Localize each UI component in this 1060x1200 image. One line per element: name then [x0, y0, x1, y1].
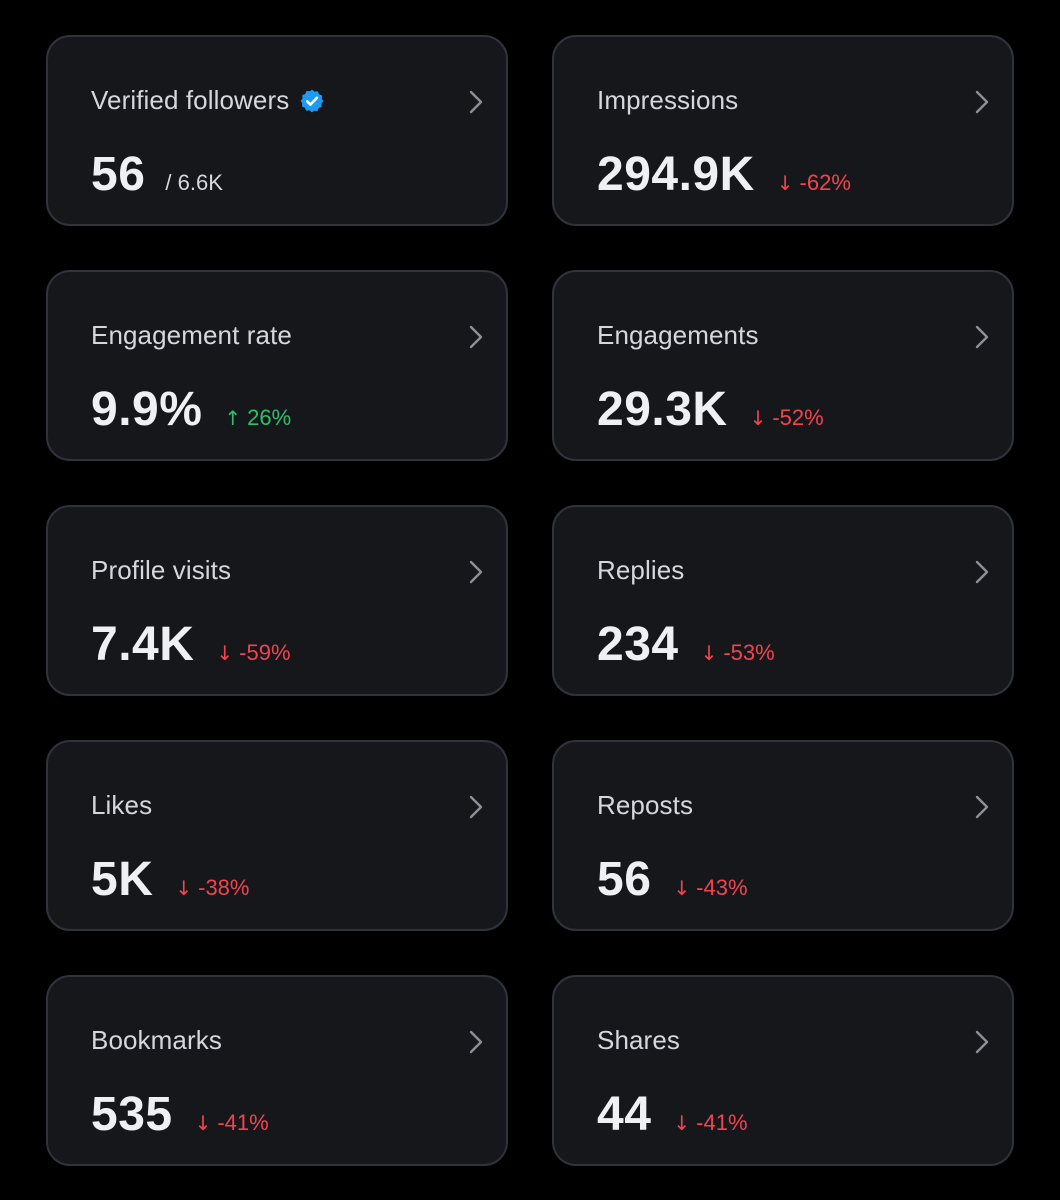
- card-label: Likes: [91, 790, 153, 820]
- card-value: 29.3K: [597, 383, 728, 436]
- value-row: 9.9% ↑ 26%: [91, 382, 291, 437]
- card-label: Profile visits: [91, 555, 232, 585]
- change-indicator: ↓ -38%: [175, 875, 249, 901]
- verified-badge-icon: [300, 89, 324, 112]
- chevron-right-icon: [975, 325, 989, 349]
- card-value: 56: [91, 148, 146, 201]
- change-indicator: ↓ -43%: [673, 875, 747, 901]
- chevron-right-icon: [469, 325, 483, 349]
- card-label: Impressions: [597, 85, 739, 115]
- arrow-down-icon: ↓: [216, 641, 234, 665]
- change-indicator: ↓ -62%: [777, 170, 851, 196]
- value-row: 234 ↓ -53%: [597, 617, 775, 672]
- change-indicator: ↓ -59%: [216, 640, 290, 666]
- card-verified-followers[interactable]: Verified followers 56 / 6.6K: [46, 35, 508, 226]
- card-value: 44: [597, 1088, 652, 1141]
- change-indicator: ↓ -53%: [701, 640, 775, 666]
- change-value: -38%: [198, 875, 250, 900]
- change-indicator: ↓ -41%: [673, 1110, 747, 1136]
- card-value: 535: [91, 1088, 173, 1141]
- card-label: Bookmarks: [91, 1025, 222, 1055]
- arrow-down-icon: ↓: [749, 406, 767, 430]
- arrow-down-icon: ↓: [175, 876, 193, 900]
- chevron-right-icon: [469, 1030, 483, 1054]
- card-label: Verified followers: [91, 85, 290, 115]
- change-indicator: ↑ 26%: [224, 405, 291, 431]
- card-label-wrap: Verified followers: [91, 85, 325, 116]
- chevron-right-icon: [975, 90, 989, 114]
- value-row: 56 / 6.6K: [91, 147, 223, 202]
- change-indicator: ↓ -41%: [195, 1110, 269, 1136]
- value-row: 5K ↓ -38%: [91, 852, 249, 907]
- chevron-right-icon: [469, 560, 483, 584]
- arrow-up-icon: ↑: [224, 406, 242, 430]
- card-profile-visits[interactable]: Profile visits 7.4K ↓ -59%: [46, 505, 508, 696]
- card-value: 234: [597, 618, 679, 671]
- arrow-down-icon: ↓: [194, 1111, 212, 1135]
- card-shares[interactable]: Shares 44 ↓ -41%: [552, 975, 1014, 1166]
- arrow-down-icon: ↓: [673, 876, 691, 900]
- card-reposts[interactable]: Reposts 56 ↓ -43%: [552, 740, 1014, 931]
- card-label: Reposts: [597, 790, 694, 820]
- chevron-right-icon: [975, 1030, 989, 1054]
- value-row: 535 ↓ -41%: [91, 1087, 269, 1142]
- change-value: -41%: [696, 1110, 748, 1135]
- card-likes[interactable]: Likes 5K ↓ -38%: [46, 740, 508, 931]
- card-value: 294.9K: [597, 148, 755, 201]
- chevron-right-icon: [975, 795, 989, 819]
- chevron-right-icon: [469, 795, 483, 819]
- card-label: Shares: [597, 1025, 680, 1055]
- value-row: 294.9K ↓ -62%: [597, 147, 851, 202]
- card-value: 7.4K: [91, 618, 195, 671]
- card-value: 5K: [91, 853, 154, 906]
- change-value: -53%: [723, 640, 775, 665]
- metrics-grid: Verified followers 56 / 6.6K Impressions…: [46, 35, 1014, 1166]
- card-value: 9.9%: [91, 383, 203, 436]
- card-label: Replies: [597, 555, 685, 585]
- card-label: Engagements: [597, 320, 759, 350]
- card-bookmarks[interactable]: Bookmarks 535 ↓ -41%: [46, 975, 508, 1166]
- change-value: -43%: [696, 875, 748, 900]
- card-value: 56: [597, 853, 652, 906]
- card-engagement-rate[interactable]: Engagement rate 9.9% ↑ 26%: [46, 270, 508, 461]
- arrow-down-icon: ↓: [700, 641, 718, 665]
- card-total: / 6.6K: [165, 170, 223, 195]
- arrow-down-icon: ↓: [776, 171, 794, 195]
- change-value: -62%: [799, 170, 851, 195]
- chevron-right-icon: [975, 560, 989, 584]
- value-row: 7.4K ↓ -59%: [91, 617, 291, 672]
- card-replies[interactable]: Replies 234 ↓ -53%: [552, 505, 1014, 696]
- value-row: 56 ↓ -43%: [597, 852, 748, 907]
- card-engagements[interactable]: Engagements 29.3K ↓ -52%: [552, 270, 1014, 461]
- change-value: -59%: [239, 640, 291, 665]
- change-value: 26%: [247, 405, 292, 430]
- change-value: -41%: [217, 1110, 269, 1135]
- card-label: Engagement rate: [91, 320, 292, 350]
- value-row: 29.3K ↓ -52%: [597, 382, 824, 437]
- arrow-down-icon: ↓: [673, 1111, 691, 1135]
- value-row: 44 ↓ -41%: [597, 1087, 748, 1142]
- change-indicator: ↓ -52%: [750, 405, 824, 431]
- change-value: -52%: [772, 405, 824, 430]
- chevron-right-icon: [469, 90, 483, 114]
- card-impressions[interactable]: Impressions 294.9K ↓ -62%: [552, 35, 1014, 226]
